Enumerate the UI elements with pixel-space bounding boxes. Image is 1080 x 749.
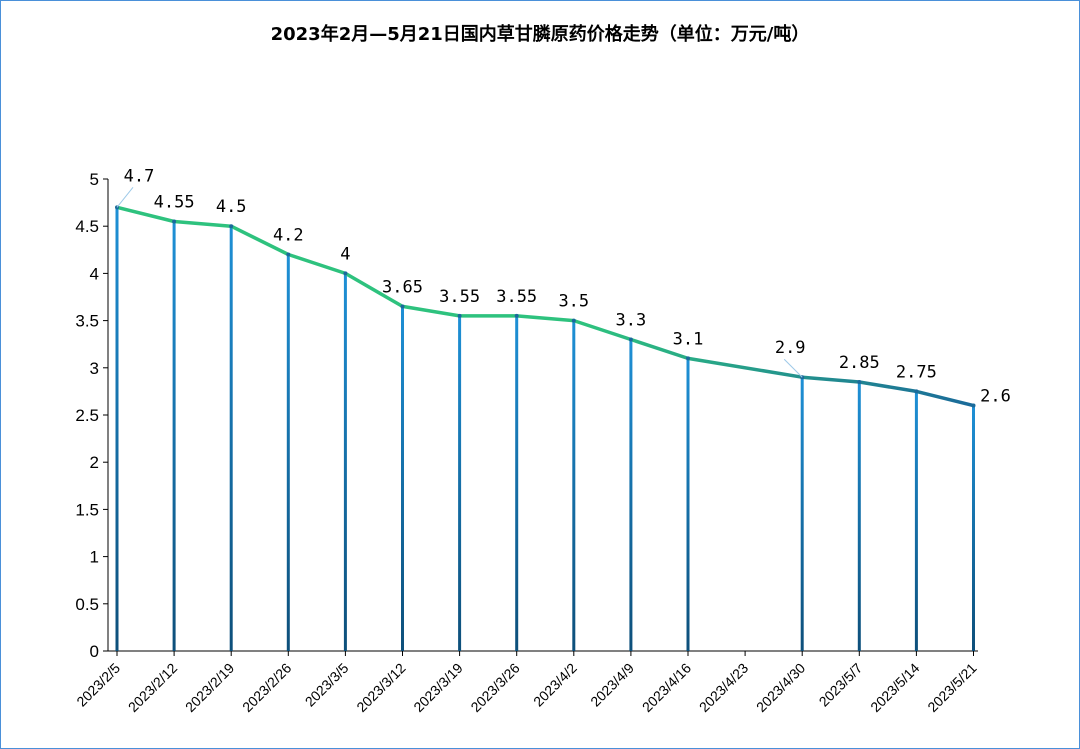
data-label: 4 — [340, 244, 350, 264]
data-label: 3.3 — [616, 310, 647, 330]
x-tick-label: 2023/2/12 — [125, 660, 181, 716]
drop-line — [972, 405, 975, 651]
y-tick-label: 4.5 — [75, 217, 99, 236]
y-tick-label: 0 — [90, 642, 99, 661]
series-line — [115, 205, 976, 408]
data-label: 2.6 — [980, 387, 1011, 407]
x-tick-label: 2023/4/16 — [639, 660, 695, 716]
drop-line — [229, 226, 233, 651]
x-tick-label: 2023/4/2 — [530, 660, 580, 710]
data-point — [686, 356, 690, 361]
data-label: 2.85 — [839, 353, 880, 373]
data-label: 4.2 — [273, 226, 304, 246]
x-tick-label: 2023/4/9 — [587, 660, 637, 710]
y-tick-label: 3 — [90, 359, 99, 378]
x-tick-label: 2023/5/21 — [924, 660, 980, 716]
x-tick-label: 2023/2/19 — [182, 660, 238, 716]
data-point — [229, 224, 234, 229]
x-tick-label: 2023/3/12 — [353, 660, 409, 716]
y-tick-label: 1.5 — [75, 500, 99, 519]
data-point — [514, 313, 519, 318]
drop-line — [629, 339, 633, 651]
drop-line — [115, 207, 119, 651]
data-label: 3.55 — [439, 287, 480, 307]
x-tick-label: 2023/5/14 — [867, 660, 923, 716]
data-point — [628, 337, 633, 342]
x-tick-label: 2023/4/23 — [696, 660, 752, 716]
data-label: 3.65 — [382, 277, 423, 297]
data-label: 2.75 — [896, 362, 937, 382]
data-label: 3.55 — [496, 287, 537, 307]
x-tick-label: 2023/2/26 — [239, 660, 295, 716]
y-tick-label: 2 — [90, 453, 99, 472]
data-point — [971, 403, 976, 408]
data-point — [286, 252, 291, 257]
data-point — [571, 318, 576, 323]
drop-line — [458, 315, 462, 651]
x-tick-label: 2023/3/5 — [302, 660, 352, 710]
x-tick-label: 2023/3/19 — [410, 660, 466, 716]
drop-line — [286, 254, 290, 651]
data-point — [400, 304, 405, 309]
label-leader-line — [116, 187, 134, 208]
y-tick-label: 5 — [90, 170, 99, 189]
data-label: 3.5 — [558, 292, 589, 312]
drop-line — [343, 273, 347, 651]
drop-line — [914, 391, 918, 651]
drop-line — [172, 221, 176, 652]
data-label: 4.55 — [154, 192, 195, 212]
label-leader-line — [783, 358, 803, 378]
data-point — [172, 219, 177, 224]
drop-line — [800, 377, 804, 651]
y-tick-label: 2.5 — [75, 406, 99, 425]
y-tick-label: 0.5 — [75, 595, 99, 614]
drop-line — [857, 381, 861, 651]
y-tick-label: 4 — [90, 264, 99, 283]
data-label: 3.1 — [673, 329, 704, 349]
x-tick-label: 2023/3/26 — [467, 660, 523, 716]
drop-line — [572, 320, 576, 651]
data-label: 4.5 — [216, 197, 247, 217]
data-label: 4.7 — [124, 166, 155, 186]
drop-line — [515, 315, 519, 651]
y-tick-label: 3.5 — [75, 312, 99, 331]
x-tick-label: 2023/5/7 — [816, 660, 866, 710]
data-point — [457, 313, 462, 318]
y-tick-label: 1 — [90, 548, 99, 567]
x-tick-label: 2023/2/5 — [73, 660, 123, 710]
drop-line — [686, 358, 690, 651]
data-point — [857, 379, 862, 384]
data-point — [914, 389, 919, 394]
x-tick-label: 2023/4/30 — [753, 660, 809, 716]
drop-line — [401, 306, 404, 651]
data-label: 2.9 — [775, 338, 806, 358]
data-point — [343, 271, 348, 276]
chart-title: 2023年2月—5月21日国内草甘膦原药价格走势（单位：万元/吨） — [270, 24, 810, 45]
